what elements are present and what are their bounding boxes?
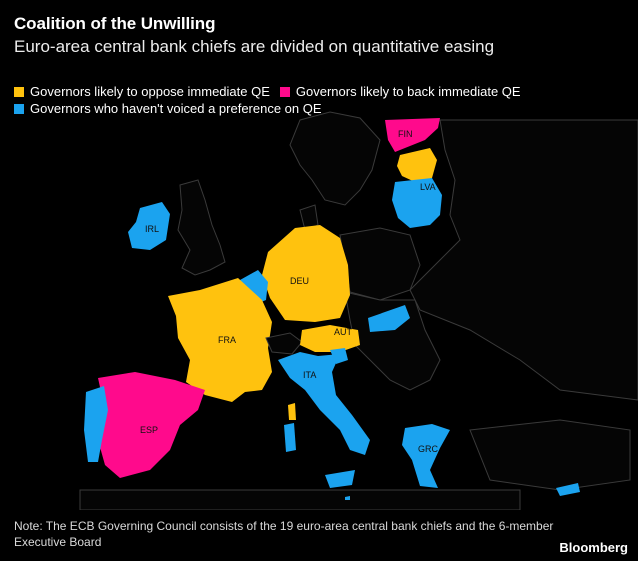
label-ita: ITA xyxy=(303,370,316,380)
source-logo: Bloomberg xyxy=(559,540,628,555)
label-grc: GRC xyxy=(418,444,439,454)
country-deu xyxy=(262,225,350,322)
country-esp xyxy=(98,372,205,478)
land-denmark xyxy=(299,204,319,231)
legend-swatch-oppose xyxy=(14,86,24,97)
land-east-europe xyxy=(409,119,638,401)
country-est xyxy=(397,148,437,182)
legend-swatch-back xyxy=(279,86,290,97)
country-ita-sardinia xyxy=(284,423,296,452)
label-esp: ESP xyxy=(140,425,158,435)
label-irl: IRL xyxy=(145,224,159,234)
land-scandinavia xyxy=(289,111,381,206)
land-north-africa xyxy=(79,489,521,510)
country-cyp xyxy=(556,483,580,496)
country-grc xyxy=(402,424,450,488)
land-switzerland xyxy=(265,332,303,355)
chart-title: Coalition of the Unwilling xyxy=(14,14,216,33)
legend-label-back: Governors likely to back immediate QE xyxy=(295,84,521,99)
country-svn xyxy=(330,348,348,364)
legend-row-2: Governors who haven't voiced a preferenc… xyxy=(14,101,332,116)
label-fra: FRA xyxy=(218,335,236,345)
label-fin: FIN xyxy=(398,129,413,139)
legend-label-oppose: Governors likely to oppose immediate QE xyxy=(30,84,270,99)
land-great-britain xyxy=(177,179,226,276)
legend-label-neutral: Governors who haven't voiced a preferenc… xyxy=(30,101,322,116)
country-ita xyxy=(278,352,370,455)
label-lva: LVA xyxy=(420,182,436,192)
country-fin xyxy=(385,118,440,152)
legend-row-1: Governors likely to oppose immediate QE … xyxy=(14,84,531,99)
chart-subtitle: Euro-area central bank chiefs are divide… xyxy=(14,37,495,56)
legend-item-neutral: Governors who haven't voiced a preferenc… xyxy=(14,101,322,116)
label-aut: AUT xyxy=(334,327,353,337)
europe-map: FIN LVA IRL DEU FRA AUT ITA ESP GRC xyxy=(79,111,638,510)
legend-item-oppose: Governors likely to oppose immediate QE xyxy=(14,84,270,99)
label-deu: DEU xyxy=(290,276,309,286)
country-fra xyxy=(168,278,272,402)
land-poland xyxy=(339,227,421,301)
country-aut xyxy=(300,325,360,352)
land-turkey xyxy=(469,419,631,491)
country-svk xyxy=(368,305,410,332)
country-lva xyxy=(392,178,442,228)
country-fra-corsica xyxy=(288,403,296,420)
legend-item-back: Governors likely to back immediate QE xyxy=(279,84,521,99)
footnote: Note: The ECB Governing Council consists… xyxy=(14,519,554,549)
legend-swatch-neutral xyxy=(14,103,24,114)
country-ita-sicily xyxy=(325,470,355,488)
country-mlt xyxy=(345,496,350,500)
country-prt xyxy=(84,386,108,462)
country-irl xyxy=(128,202,170,250)
